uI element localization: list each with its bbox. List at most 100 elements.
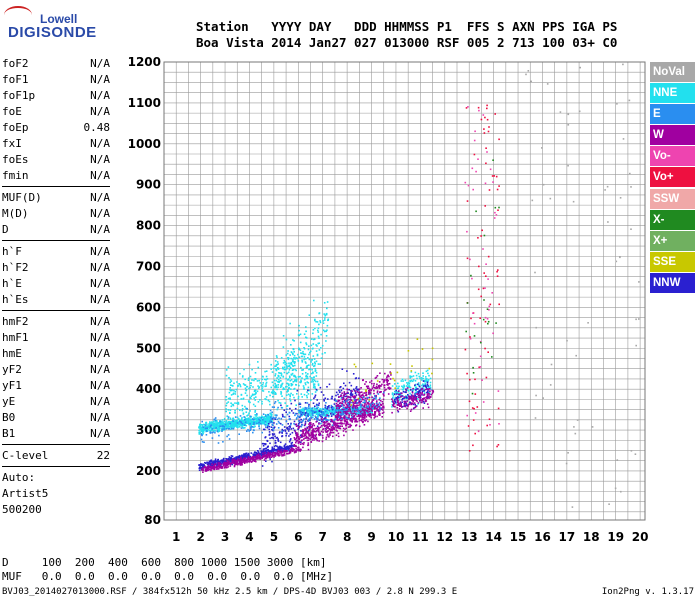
data-point — [222, 423, 224, 425]
data-point — [277, 363, 279, 365]
data-point — [322, 419, 325, 422]
data-point — [210, 424, 212, 426]
data-point — [349, 412, 351, 414]
data-point — [337, 435, 340, 438]
data-point — [534, 271, 536, 274]
data-point — [303, 333, 306, 335]
data-point — [393, 393, 396, 395]
data-point — [271, 452, 274, 454]
data-point — [257, 456, 259, 459]
data-point — [362, 421, 364, 424]
data-point — [307, 437, 309, 439]
data-point — [266, 449, 268, 451]
data-point — [235, 423, 237, 426]
data-point — [393, 403, 396, 405]
data-point — [426, 381, 429, 384]
data-point — [340, 389, 343, 392]
data-point — [215, 427, 217, 429]
data-point — [369, 388, 371, 391]
data-point — [200, 433, 203, 435]
data-point — [312, 434, 315, 436]
data-point — [288, 364, 291, 367]
data-point — [299, 406, 302, 408]
data-point — [302, 446, 304, 449]
data-point — [215, 460, 218, 463]
data-point — [351, 418, 354, 420]
data-point — [353, 412, 355, 415]
data-point — [302, 431, 304, 433]
data-point — [259, 399, 261, 401]
data-point — [199, 426, 201, 428]
data-point — [214, 431, 216, 434]
data-point — [322, 414, 325, 417]
data-point — [350, 407, 352, 409]
data-point — [321, 414, 323, 416]
data-point — [336, 400, 339, 403]
data-point — [368, 407, 370, 409]
data-point — [306, 439, 309, 442]
data-point — [318, 440, 320, 442]
data-point — [287, 390, 289, 392]
data-point — [309, 422, 311, 424]
data-point — [312, 332, 314, 335]
data-point — [324, 352, 326, 354]
data-point — [356, 398, 359, 401]
data-point — [312, 423, 315, 425]
data-point — [221, 428, 224, 431]
data-point — [265, 419, 268, 421]
data-point — [231, 459, 233, 462]
data-point — [323, 302, 326, 304]
data-point — [336, 424, 338, 427]
data-point — [361, 413, 364, 415]
data-point — [309, 351, 311, 354]
data-point — [404, 405, 407, 408]
data-point — [272, 416, 274, 419]
data-point — [387, 384, 389, 386]
data-point — [343, 391, 346, 393]
data-point — [359, 402, 362, 404]
data-point — [227, 417, 229, 420]
data-point — [254, 405, 257, 407]
data-point — [288, 375, 291, 378]
data-point — [565, 462, 568, 465]
data-point — [317, 335, 320, 338]
data-point — [425, 380, 427, 383]
data-point — [223, 463, 226, 465]
data-point — [417, 392, 420, 395]
data-point — [293, 380, 296, 382]
data-point — [259, 455, 261, 457]
data-point — [241, 404, 244, 407]
data-point — [311, 364, 314, 366]
data-point — [332, 427, 335, 429]
data-point — [280, 374, 283, 377]
data-point — [292, 445, 294, 447]
data-point — [218, 464, 221, 467]
param-row: hmF1 N/A — [2, 330, 110, 346]
data-point — [427, 379, 430, 381]
data-point — [274, 365, 276, 367]
data-point — [487, 255, 490, 258]
data-point — [368, 400, 370, 403]
data-point — [373, 417, 376, 419]
data-point — [271, 437, 273, 439]
data-point — [295, 376, 297, 379]
data-point — [362, 409, 365, 412]
data-point — [352, 401, 354, 404]
data-point — [331, 397, 333, 400]
data-point — [471, 277, 473, 280]
data-point — [277, 399, 279, 402]
data-point — [293, 375, 295, 377]
data-point — [346, 400, 348, 402]
data-point — [254, 378, 256, 380]
data-point — [205, 425, 208, 427]
data-point — [264, 448, 267, 450]
data-point — [498, 206, 500, 209]
data-point — [252, 403, 255, 406]
data-point — [319, 413, 322, 416]
data-point — [465, 107, 468, 109]
x-tick-label: 16 — [534, 530, 551, 544]
data-point — [216, 423, 219, 425]
param-label: hmE — [2, 347, 22, 360]
data-point — [273, 406, 275, 408]
data-point — [375, 407, 378, 410]
